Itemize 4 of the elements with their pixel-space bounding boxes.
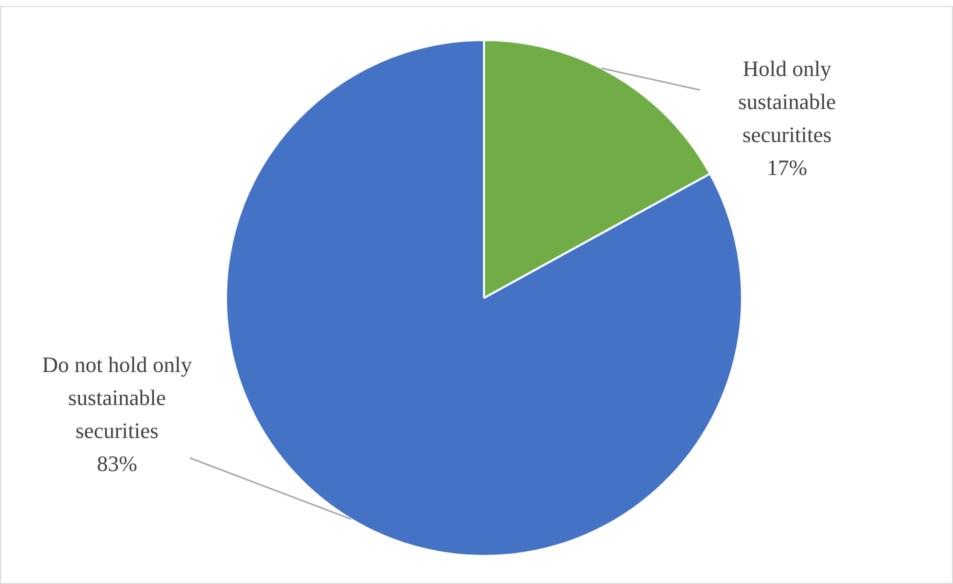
data-label: 17% — [766, 154, 808, 180]
data-label: 83% — [96, 450, 138, 476]
slice-label: Hold only sustainable securitites — [738, 56, 836, 147]
slice-label: Do not hold only sustainable securities — [42, 352, 192, 443]
